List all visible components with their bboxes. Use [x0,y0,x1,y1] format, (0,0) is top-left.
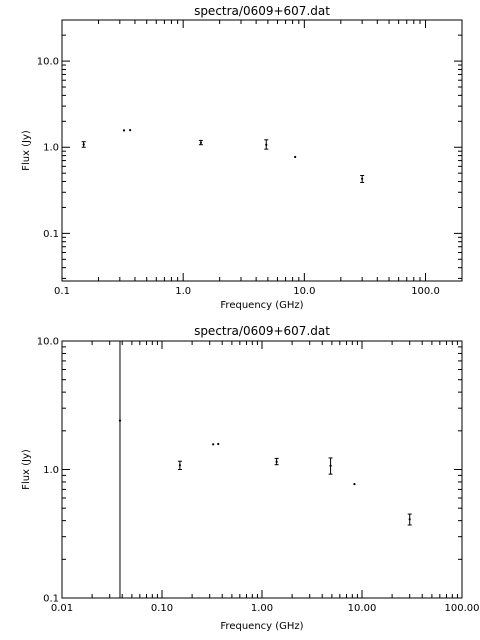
x-tick-label: 10.00 [348,603,377,614]
point-marker [329,464,332,467]
data-point [81,141,86,148]
data-points [117,340,412,599]
point-marker [178,464,181,467]
x-tick-label: 10.0 [293,286,315,297]
point-marker [275,460,278,463]
data-point [198,139,203,146]
data-point [217,442,220,446]
point-marker [353,482,356,486]
plot-title: spectra/0609+607.dat [194,324,330,338]
point-marker [118,419,122,422]
plot-frame [61,340,463,599]
x-tick-label: 0.1 [54,286,70,297]
y-tick-label: 0.1 [43,229,59,240]
x-axis-label: Frequency (GHz) [220,300,303,311]
plot-title: spectra/0609+607.dat [194,4,330,18]
x-tick-labels: 0.01 0.10 1.00 10.00 100.00 [51,603,480,614]
data-point [360,174,365,183]
point-marker [294,155,297,159]
y-tick-label: 1.0 [43,143,59,154]
data-point [122,129,126,132]
point-marker [122,129,126,132]
y-axis-ticks [62,19,462,279]
point-marker [212,443,215,446]
data-point [328,457,333,475]
y-axis-label: Flux (Jy) [21,130,32,171]
data-point [353,482,356,486]
point-marker [408,518,411,521]
x-tick-label: 100.0 [411,286,440,297]
y-tick-label: 0.1 [43,594,59,605]
y-tick-label: 10.0 [37,57,59,68]
y-tick-label: 1.0 [43,465,59,476]
top-plot: spectra/0609+607.dat 0.1 1.0 10.0 100.0 0.1… [21,4,463,311]
data-point [177,460,182,470]
data-point [129,129,132,132]
x-tick-label: 1.0 [175,286,191,297]
plot-frame [61,19,463,282]
x-axis-label: Frequency (GHz) [220,621,303,632]
x-tick-labels: 0.1 1.0 10.0 100.0 [54,286,440,297]
x-tick-label: 100.00 [445,603,480,614]
point-marker [361,177,364,180]
data-point [274,457,279,466]
data-point [264,139,269,150]
y-tick-labels: 0.1 1.0 10.0 [37,337,59,605]
x-tick-label: 1.00 [251,603,273,614]
x-axis-ticks [61,341,463,598]
y-axis-label: Flux (Jy) [21,449,32,490]
data-point [294,155,297,159]
point-marker [265,143,268,146]
y-tick-label: 10.0 [37,337,59,348]
point-marker [129,129,132,132]
y-tick-labels: 0.1 1.0 10.0 [37,57,59,240]
point-marker [217,442,220,446]
data-point [407,513,412,526]
y-axis-ticks [62,340,462,599]
data-point [212,443,215,446]
point-marker [199,141,202,144]
data-point [117,340,122,599]
x-axis-ticks [61,20,463,281]
bottom-plot: spectra/0609+607.dat 0.01 0.10 1.00 10.00 10… [21,324,480,632]
x-tick-label: 0.01 [51,603,73,614]
x-tick-label: 0.10 [151,603,173,614]
data-points [81,129,365,183]
point-marker [82,143,85,146]
